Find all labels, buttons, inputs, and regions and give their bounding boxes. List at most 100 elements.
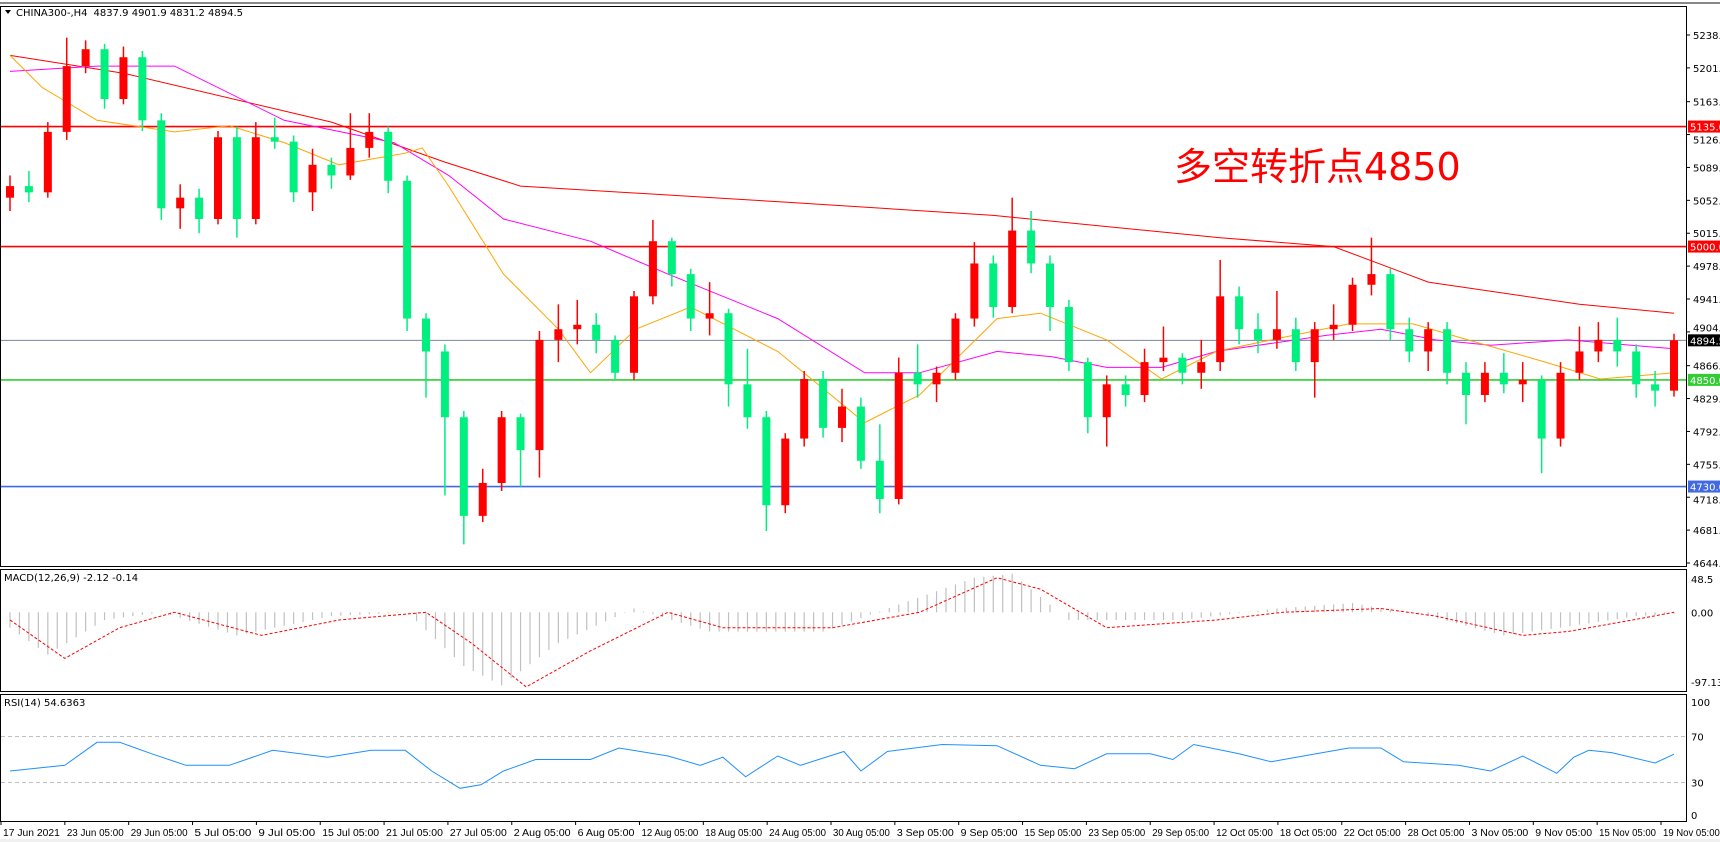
candle-body [592, 324, 601, 340]
candle-body [346, 147, 355, 176]
candle-body [327, 164, 336, 176]
candle [951, 313, 960, 380]
candle-body [1216, 296, 1225, 363]
candle [838, 388, 846, 443]
price-axis-label: 5015.0 [1693, 229, 1720, 240]
candle-body [838, 406, 846, 428]
candle [1159, 326, 1168, 371]
candle [459, 411, 468, 545]
rsi-panel[interactable] [1, 736, 1686, 789]
candle [630, 291, 638, 380]
time-axis-label: 23 Jun 05:00 [67, 828, 124, 839]
candle [403, 175, 412, 331]
candle [932, 366, 941, 403]
candle-body [251, 137, 260, 219]
candle [497, 411, 506, 491]
rsi-panel-frame [0, 694, 1687, 822]
candle-body [1424, 329, 1433, 352]
price-axis-label: 4829.0 [1693, 395, 1720, 406]
time-axis-label: 9 Nov 05:00 [1535, 828, 1592, 839]
candle [214, 131, 222, 225]
candle-body [1632, 351, 1641, 385]
candle [856, 397, 865, 469]
candle-body [157, 120, 166, 209]
candle-body [308, 164, 317, 193]
candle [592, 313, 601, 354]
candle-body [1348, 284, 1357, 325]
time-axis-label: 23 Sep 05:00 [1088, 828, 1145, 839]
macd-signal-line [9, 577, 1675, 688]
candle-body [1310, 329, 1319, 363]
time-axis-label: 15 Jul 05:00 [322, 828, 379, 839]
candle-body [1008, 230, 1017, 307]
candle [554, 304, 563, 363]
candle-body [1272, 329, 1281, 340]
candle-body [894, 372, 903, 499]
price-axis-label: 4681.0 [1693, 526, 1720, 537]
candle-body [1443, 329, 1452, 373]
candle-body [478, 483, 487, 516]
candle [195, 188, 204, 234]
candle-body [365, 131, 374, 148]
rsi-axis-label: 100 [1691, 698, 1710, 709]
candle-body [24, 186, 33, 193]
candle [232, 126, 241, 238]
candle-body [648, 241, 657, 297]
candle [100, 43, 109, 109]
price-tag-label: 5135.0 [1690, 123, 1720, 134]
candle-body [705, 313, 714, 319]
price-axis-label: 4792.0 [1693, 427, 1720, 438]
time-axis-label: 30 Aug 05:00 [833, 828, 890, 839]
candle [1310, 322, 1319, 398]
macd-axis-label: 48.5 [1691, 575, 1713, 586]
candle [1254, 313, 1262, 354]
price-panel[interactable] [1, 37, 1686, 545]
candle [81, 40, 90, 74]
candle [1140, 348, 1149, 403]
price-axis-label: 4644.0 [1693, 559, 1720, 570]
candle [1121, 375, 1130, 407]
candle [1348, 277, 1357, 331]
candle [1083, 357, 1092, 434]
macd-axis-label: -97.13 [1691, 678, 1720, 689]
macd-axis-label: 0.00 [1691, 608, 1713, 619]
candle [138, 51, 147, 131]
candle-body [1083, 362, 1092, 418]
candle [24, 171, 33, 203]
candle [365, 113, 374, 158]
candle-body [1291, 329, 1300, 363]
candle [1424, 322, 1433, 371]
price-tag-label: 4730.0 [1690, 483, 1720, 494]
candle [1499, 353, 1508, 394]
candle [478, 468, 487, 523]
candle [270, 117, 279, 149]
price-axis-label: 4941.0 [1693, 295, 1720, 306]
time-axis-label: 2 Aug 05:00 [514, 828, 571, 839]
candle [62, 37, 71, 140]
candle-body [1046, 263, 1054, 307]
candle [611, 335, 620, 380]
candle-body [932, 372, 941, 385]
candle-body [1121, 384, 1130, 395]
dropdown-triangle-icon[interactable] [5, 10, 11, 14]
candle-body [1102, 384, 1111, 418]
candle-body [1140, 362, 1149, 395]
macd-panel[interactable] [9, 573, 1675, 688]
candle-body [535, 339, 544, 451]
rsi-axis-label: 70 [1691, 733, 1704, 744]
candle [781, 433, 790, 514]
time-axis-label: 6 Aug 05:00 [578, 828, 635, 839]
price-tag-label: 4850.0 [1690, 376, 1720, 387]
candle-body [1575, 351, 1584, 373]
candle [1556, 362, 1565, 447]
candle [1027, 211, 1036, 274]
price-tag [1688, 334, 1720, 347]
candle-body [270, 137, 279, 142]
time-axis-label: 15 Nov 05:00 [1599, 828, 1656, 839]
candle-body [1670, 340, 1678, 391]
price-axis-label: 5052.0 [1693, 196, 1720, 207]
price-axis-label: 5126.0 [1693, 136, 1720, 147]
candle [1613, 317, 1622, 367]
candle-body [667, 241, 676, 275]
